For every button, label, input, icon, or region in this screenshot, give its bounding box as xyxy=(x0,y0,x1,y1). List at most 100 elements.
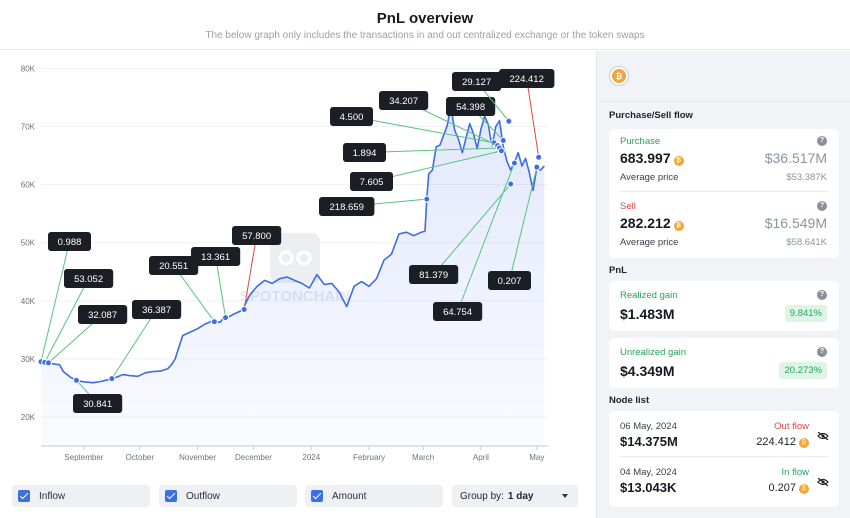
transaction-point xyxy=(72,376,80,384)
transaction-connector xyxy=(44,278,90,363)
transaction-label: 7.605 xyxy=(360,177,384,188)
transaction-point xyxy=(222,314,230,322)
transaction-label-box xyxy=(330,107,373,126)
transaction-connector xyxy=(509,167,538,281)
transaction-label: 224.412 xyxy=(510,74,544,85)
transaction-connector xyxy=(364,147,500,153)
transaction-label: 13.361 xyxy=(201,252,230,263)
x-tick-label: 2024 xyxy=(302,453,320,462)
divider xyxy=(619,456,829,457)
eye-off-icon[interactable] xyxy=(817,432,829,440)
help-icon[interactable]: ? xyxy=(817,290,827,300)
transaction-point xyxy=(533,163,541,171)
transaction-label-box xyxy=(433,302,483,321)
transaction-connector xyxy=(243,235,258,310)
bitcoin-icon: ₿ xyxy=(799,484,809,494)
transaction-label: 30.841 xyxy=(83,399,112,410)
amount-toggle[interactable]: Amount xyxy=(305,485,443,507)
outflow-label: Outflow xyxy=(186,490,220,502)
transaction-label-box xyxy=(452,72,502,91)
x-tick-label: March xyxy=(412,453,434,462)
help-icon[interactable]: ? xyxy=(817,136,827,146)
sell-usd: $16.549M xyxy=(764,215,827,231)
transaction-label-box xyxy=(132,300,182,319)
pnl-chart[interactable]: 80K 70K 60K 50K 40K 30K 20K September October Nov… xyxy=(0,51,596,481)
x-tick-label: April xyxy=(473,453,489,462)
transaction-label: 54.398 xyxy=(456,102,485,113)
inflow-label: Inflow xyxy=(39,490,66,502)
help-icon[interactable]: ? xyxy=(817,347,827,357)
transaction-connector xyxy=(111,309,158,379)
transaction-point xyxy=(108,375,116,383)
transaction-label-box xyxy=(73,394,123,413)
node-row[interactable]: 04 May, 2024 $13.043K In flow 0.207 ₿ xyxy=(609,461,839,503)
sell-amount-row: 282.212 ₿ xyxy=(620,215,684,231)
transaction-label: 1.894 xyxy=(353,148,377,159)
inflow-checkbox[interactable] xyxy=(18,490,30,502)
divider xyxy=(597,101,850,102)
amount-checkbox[interactable] xyxy=(311,490,323,502)
purchase-avg-value: $53.387K xyxy=(786,172,827,183)
bitcoin-icon: ₿ xyxy=(673,156,684,166)
watermark-logo xyxy=(278,250,294,266)
unrealized-card: Unrealized gain ? $4.349M 20.273% xyxy=(609,338,839,388)
sell-label: Sell xyxy=(620,201,636,212)
eye-off-icon[interactable] xyxy=(817,478,829,486)
outflow-toggle[interactable]: Outflow xyxy=(159,485,297,507)
node-list: 06 May, 2024 $14.375M Out flow 224.412 ₿ … xyxy=(609,411,839,507)
groupby-label: Group by: xyxy=(460,490,504,502)
y-tick-label: 40K xyxy=(21,297,36,306)
inflow-toggle[interactable]: Inflow xyxy=(12,485,150,507)
x-tick-label: December xyxy=(235,453,272,462)
flow-section-title: Purchase/Sell flow xyxy=(609,110,693,121)
groupby-select[interactable]: Group by: 1 day xyxy=(452,485,578,507)
transaction-label-box xyxy=(350,172,393,191)
outflow-checkbox[interactable] xyxy=(165,490,177,502)
transaction-label-box xyxy=(191,247,241,266)
transaction-label: 53.052 xyxy=(74,274,103,285)
transaction-label-box xyxy=(446,97,496,116)
transaction-label-box xyxy=(64,269,114,288)
unrealized-label: Unrealized gain xyxy=(620,347,687,358)
transaction-label: 20.551 xyxy=(159,261,188,272)
transaction-point xyxy=(497,147,505,155)
transaction-label-box xyxy=(499,69,555,88)
amount-label: Amount xyxy=(332,490,367,502)
transaction-label: 218.659 xyxy=(330,202,364,213)
page-title: PnL overview xyxy=(376,10,474,27)
flow-card: Purchase ? 683.997 ₿ $36.517M Average pri… xyxy=(609,129,839,258)
transaction-label-box xyxy=(319,197,375,216)
realized-label: Realized gain xyxy=(620,290,678,301)
node-amount: 224.412 xyxy=(756,436,796,448)
bitcoin-icon[interactable]: ₿ xyxy=(609,66,629,86)
transaction-label: 64.754 xyxy=(443,307,472,318)
realized-pct-badge: 9.841% xyxy=(784,305,827,322)
x-tick-label: November xyxy=(179,453,216,462)
watermark-logo xyxy=(270,233,320,283)
y-tick-label: 20K xyxy=(21,413,36,422)
y-tick-label: 80K xyxy=(21,64,36,73)
purchase-avg-label: Average price xyxy=(620,172,679,183)
transaction-label: 29.127 xyxy=(462,77,491,88)
transaction-point xyxy=(505,117,513,125)
unrealized-value: $4.349M xyxy=(620,363,675,379)
realized-value: $1.483M xyxy=(620,306,675,322)
price-area xyxy=(41,106,545,446)
chart-area[interactable]: 80K 70K 60K 50K 40K 30K 20K September October Nov… xyxy=(0,51,596,518)
sell-amount: 282.212 xyxy=(620,215,671,231)
x-tick-label: February xyxy=(353,453,385,462)
transaction-label: 36.387 xyxy=(142,305,171,316)
transaction-label: 32.087 xyxy=(88,310,117,321)
transaction-connector xyxy=(215,256,227,318)
node-list-title: Node list xyxy=(609,395,650,406)
node-row[interactable]: 06 May, 2024 $14.375M Out flow 224.412 ₿ xyxy=(609,415,839,457)
transaction-label-box xyxy=(78,305,128,324)
transaction-label: 34.207 xyxy=(389,96,418,107)
transaction-connector xyxy=(433,183,512,275)
y-tick-label: 60K xyxy=(21,181,36,190)
bitcoin-icon: ₿ xyxy=(799,438,809,448)
node-usd: $13.043K xyxy=(620,480,677,495)
transaction-label: 81.379 xyxy=(419,270,448,281)
help-icon[interactable]: ? xyxy=(817,201,827,211)
transaction-label-box xyxy=(409,265,459,284)
